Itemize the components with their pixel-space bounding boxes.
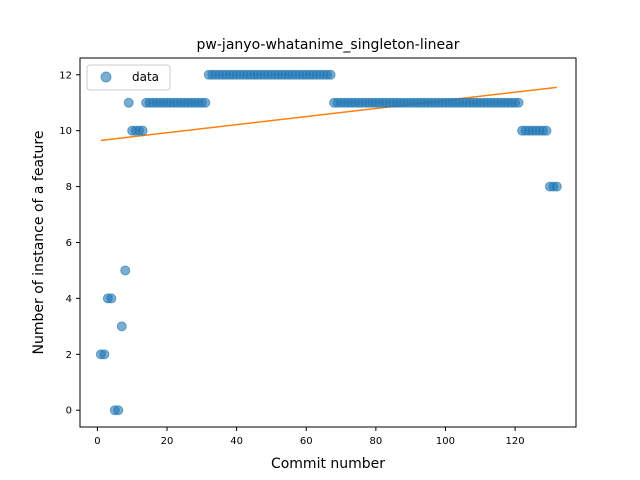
data-point xyxy=(513,97,524,108)
chart-title: pw-janyo-whatanime_singleton-linear xyxy=(197,37,460,53)
data-point xyxy=(541,125,552,136)
data-points xyxy=(95,69,562,416)
data-point xyxy=(123,97,134,108)
legend-label-data: data xyxy=(132,70,159,84)
data-point xyxy=(106,293,117,304)
x-axis-label: Commit number xyxy=(271,456,385,472)
y-axis-ticks: 0 2 4 6 8 10 12 xyxy=(59,70,80,417)
x-tick-label: 100 xyxy=(436,436,455,447)
y-tick-label: 12 xyxy=(59,70,72,81)
data-point xyxy=(200,97,211,108)
x-tick-label: 120 xyxy=(506,436,525,447)
data-point xyxy=(325,69,336,80)
x-tick-label: 20 xyxy=(161,436,174,447)
y-tick-label: 10 xyxy=(59,126,72,137)
x-axis-ticks: 0 20 40 60 80 100 120 xyxy=(94,427,525,447)
x-tick-label: 60 xyxy=(300,436,313,447)
y-tick-label: 2 xyxy=(66,350,72,361)
legend-marker xyxy=(100,71,112,83)
y-axis-label: Number of instance of a feature xyxy=(31,131,47,355)
data-point xyxy=(551,181,562,192)
y-tick-label: 8 xyxy=(66,182,72,193)
data-point xyxy=(99,349,110,360)
data-point xyxy=(120,265,131,276)
legend: data xyxy=(86,64,171,91)
data-point xyxy=(116,321,127,332)
x-tick-label: 0 xyxy=(94,436,100,447)
data-point xyxy=(113,405,124,416)
x-tick-label: 80 xyxy=(369,436,382,447)
data-point xyxy=(137,125,148,136)
y-tick-label: 4 xyxy=(66,294,72,305)
y-tick-label: 0 xyxy=(66,406,72,417)
legend-box xyxy=(86,64,171,91)
fit-line-layer xyxy=(100,86,557,142)
fit-line xyxy=(100,86,557,142)
axes-frame xyxy=(79,57,577,428)
x-tick-label: 40 xyxy=(230,436,243,447)
y-tick-label: 6 xyxy=(66,238,72,249)
